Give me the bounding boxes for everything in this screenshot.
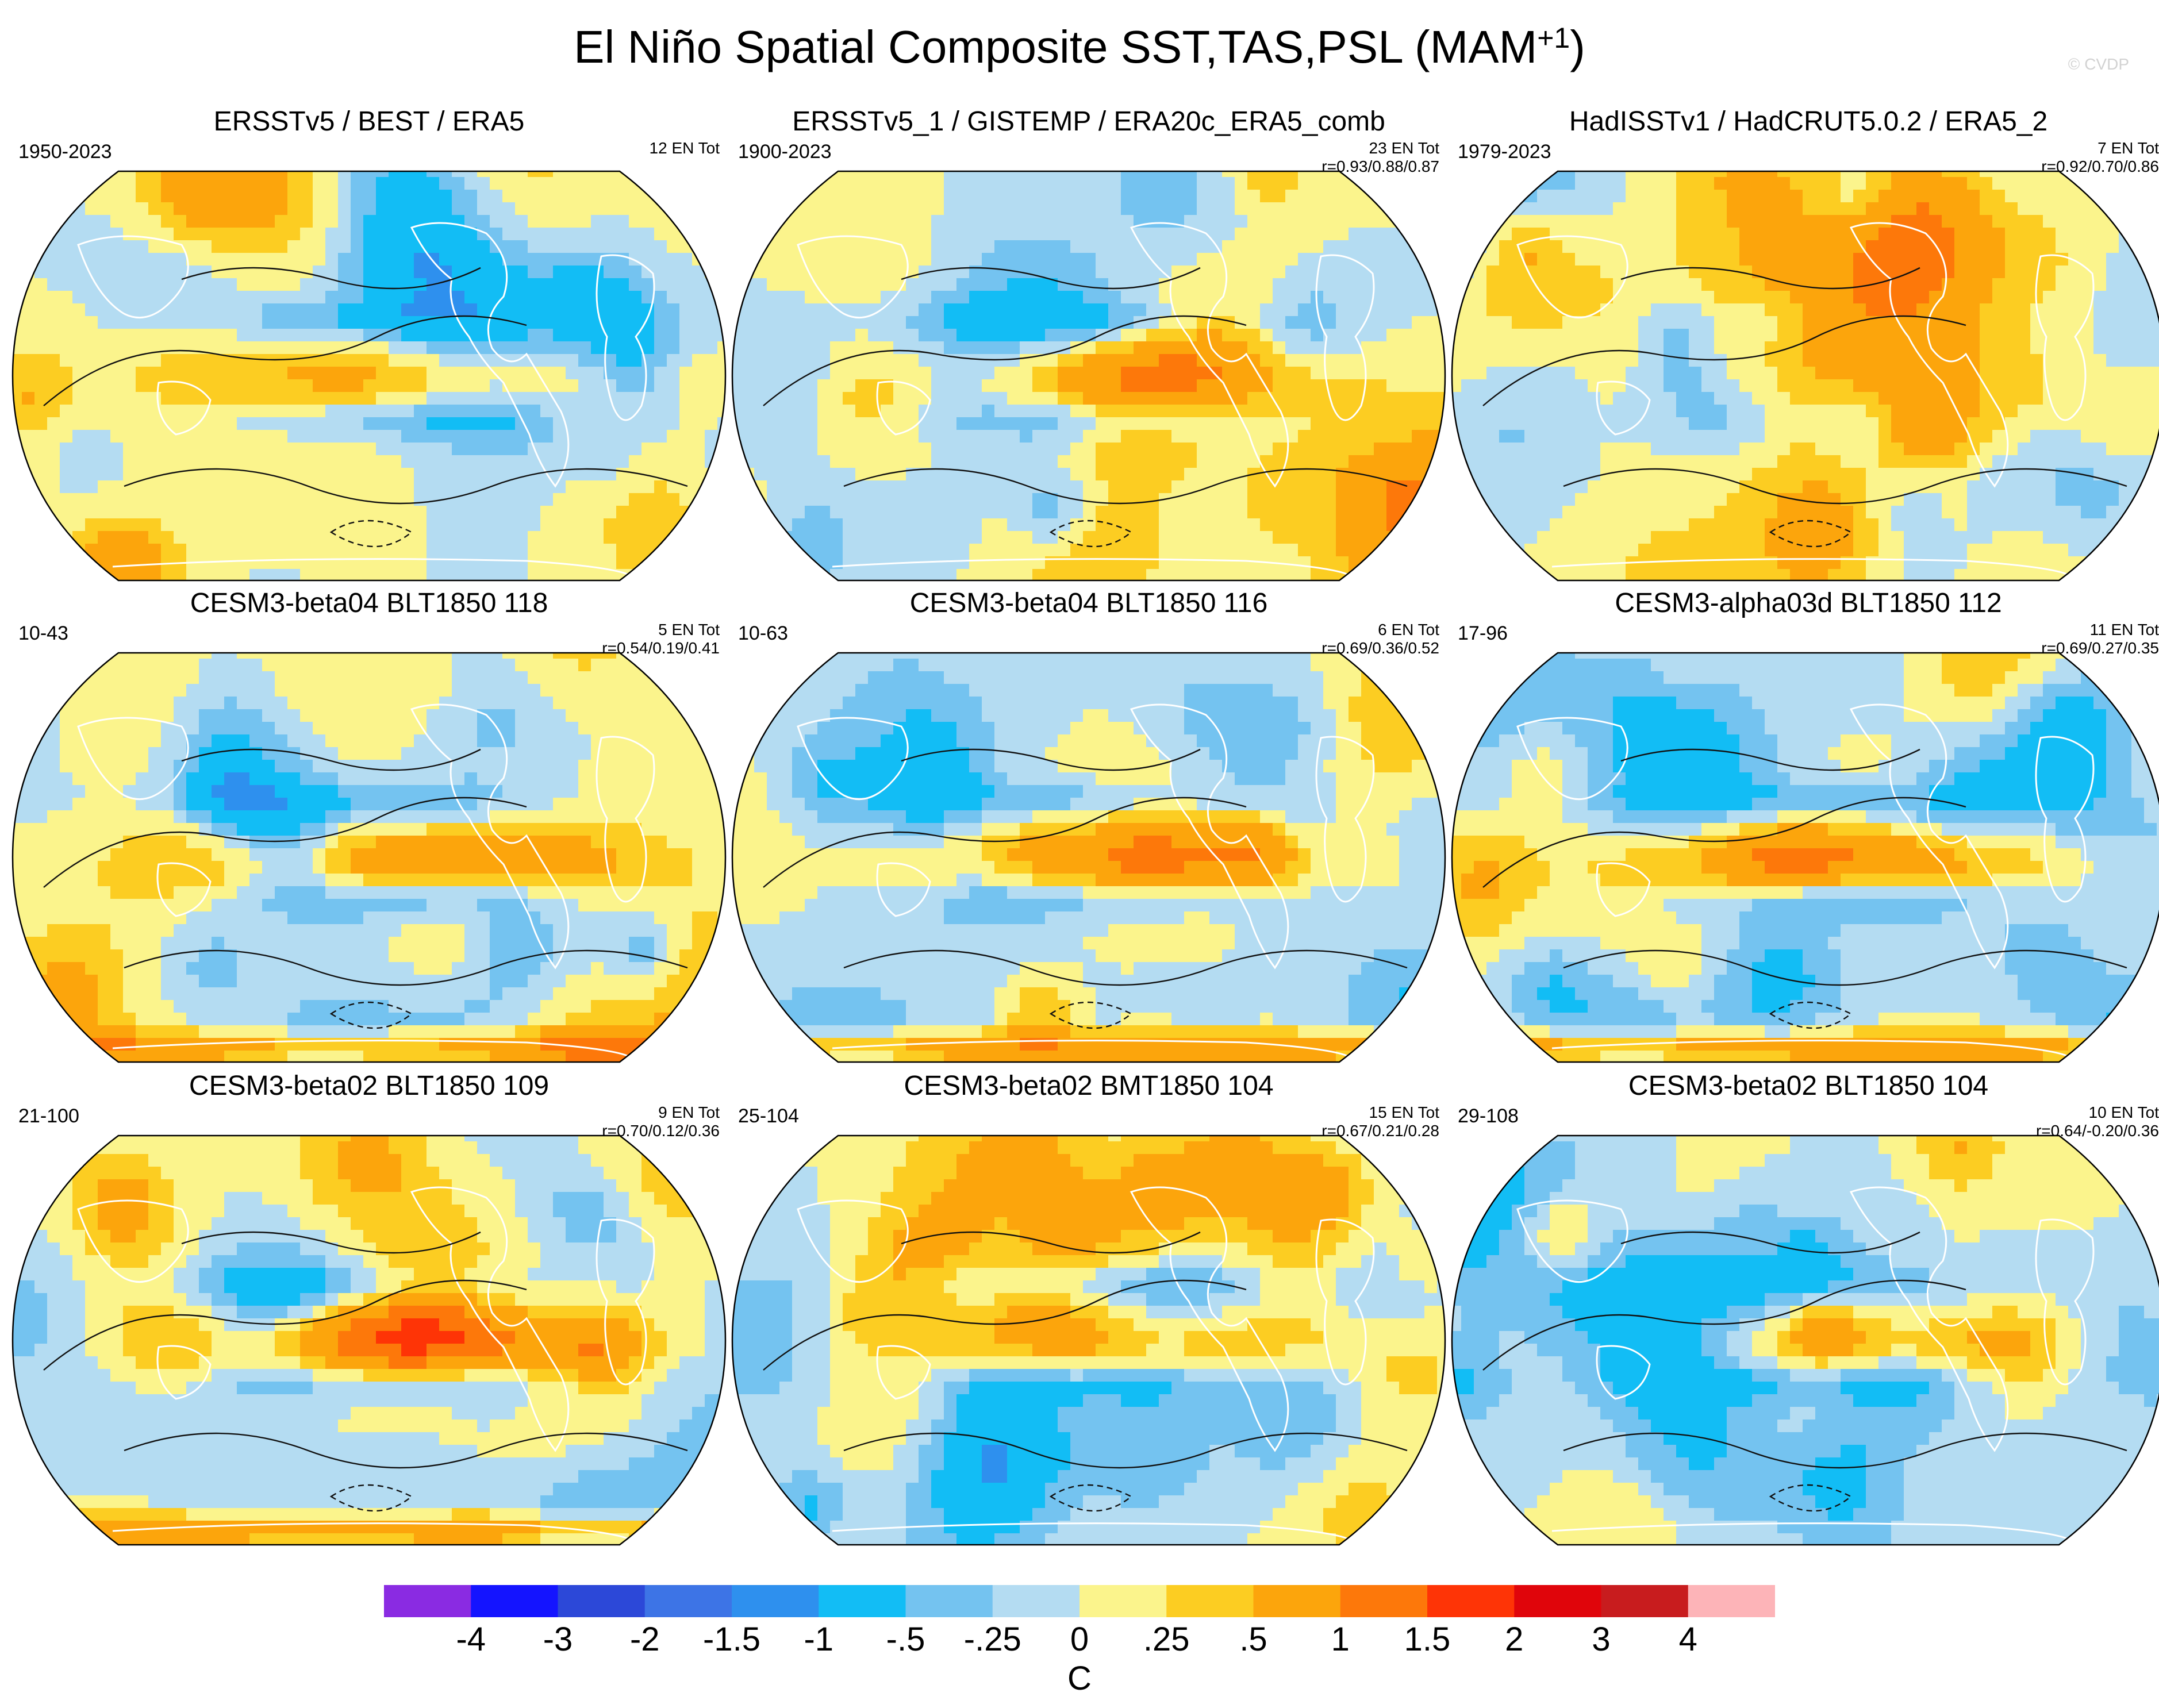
panel-title: CESM3-beta02 BMT1850 104	[904, 1071, 1274, 1101]
map-panel: HadISSTv1 / HadCRUT5.0.2 / ERA5_2 1979-20…	[1449, 105, 2159, 587]
map-panel: CESM3-alpha03d BLT1850 112 17-96 11 EN Tot…	[1449, 586, 2159, 1069]
panel-en-count: 11 EN Tot	[2089, 621, 2159, 638]
colorbar-swatch	[819, 1585, 906, 1617]
panel-title: CESM3-alpha03d BLT1850 112	[1615, 588, 2002, 618]
global-anomaly-map	[1449, 164, 2159, 587]
global-anomaly-map	[9, 164, 729, 587]
panel-years: 25-104	[738, 1105, 799, 1127]
panel-en-count: 5 EN Tot	[658, 621, 720, 638]
cvdp-watermark: © CVDP	[2068, 55, 2129, 73]
map-panel: ERSSTv5 / BEST / ERA5 1950-2023 12 EN Tot	[9, 105, 729, 587]
colorbar-swatch	[1166, 1585, 1254, 1617]
colorbar-tick-label: -3	[543, 1621, 573, 1658]
robinson-map	[1451, 170, 2159, 582]
colorbar-swatch	[1601, 1585, 1689, 1617]
colorbar-swatch	[1514, 1585, 1601, 1617]
panel-en-count: 10 EN Tot	[2088, 1103, 2159, 1121]
colorbar	[384, 1585, 1775, 1617]
panel-title: CESM3-beta02 BLT1850 104	[1628, 1071, 1989, 1101]
panel-event-stats: 12 EN Tot	[650, 139, 720, 157]
colorbar-tick-label: -.5	[886, 1621, 925, 1658]
panel-title: CESM3-beta02 BLT1850 109	[189, 1071, 550, 1101]
colorbar-tick-label: -4	[456, 1621, 486, 1658]
panel-years: 10-63	[738, 622, 788, 644]
colorbar-tick-label: 1	[1331, 1621, 1350, 1658]
panel-title: ERSSTv5_1 / GISTEMP / ERA20c_ERA5_comb	[792, 106, 1385, 137]
panel-years: 1900-2023	[738, 141, 832, 163]
panel-years: 10-43	[18, 622, 68, 644]
colorbar-swatch	[1253, 1585, 1341, 1617]
colorbar-tick-label: -2	[629, 1621, 660, 1658]
colorbar-unit: C	[1067, 1660, 1092, 1697]
colorbar-swatch	[1427, 1585, 1515, 1617]
global-anomaly-map	[729, 164, 1449, 587]
global-anomaly-map	[9, 646, 729, 1069]
colorbar-swatch	[644, 1585, 732, 1617]
robinson-map	[731, 170, 1446, 582]
main-title-close: )	[1570, 21, 1585, 72]
colorbar-tick-label: 1.5	[1404, 1621, 1451, 1658]
global-anomaly-map	[1449, 1129, 2159, 1552]
colorbar-swatch	[1080, 1585, 1167, 1617]
colorbar-swatch	[992, 1585, 1080, 1617]
colorbar-tick-label: .5	[1239, 1621, 1267, 1658]
colorbar-tick-label: 3	[1592, 1621, 1611, 1658]
global-anomaly-map	[1449, 646, 2159, 1069]
panel-years: 29-108	[1458, 1105, 1519, 1127]
panel-en-count: 9 EN Tot	[658, 1103, 720, 1121]
panel-title: CESM3-beta04 BLT1850 118	[190, 588, 548, 618]
panel-years: 21-100	[18, 1105, 79, 1127]
panel-years: 1979-2023	[1458, 141, 1551, 163]
robinson-map	[11, 1134, 727, 1546]
colorbar-tick-label: 0	[1070, 1621, 1089, 1658]
colorbar-swatch	[1688, 1585, 1775, 1617]
robinson-map	[731, 1134, 1446, 1546]
colorbar-tick-label: -1.5	[703, 1621, 760, 1658]
colorbar-tick-label: -1	[804, 1621, 834, 1658]
panel-event-stats: 23 EN Tot r=0.93/0.88/0.87	[1321, 139, 1439, 176]
panel-years: 17-96	[1458, 622, 1508, 644]
colorbar-tick-label: .25	[1143, 1621, 1190, 1658]
map-panel: CESM3-beta04 BLT1850 118 10-43 5 EN Tot r=0…	[9, 586, 729, 1069]
main-title-superscript: +1	[1537, 22, 1570, 54]
panel-event-stats: 10 EN Tot r=0.64/-0.20/0.36	[2036, 1103, 2159, 1140]
map-panel: CESM3-beta02 BLT1850 104 29-108 10 EN Tot r…	[1449, 1069, 2159, 1552]
map-panel: CESM3-beta02 BLT1850 109 21-100 9 EN Tot r=…	[9, 1069, 729, 1552]
colorbar-swatch	[558, 1585, 646, 1617]
panel-en-count: 6 EN Tot	[1378, 621, 1439, 638]
colorbar-tick-label: 2	[1505, 1621, 1524, 1658]
panel-en-count: 15 EN Tot	[1369, 1103, 1439, 1121]
panel-en-count: 7 EN Tot	[2097, 139, 2159, 157]
global-anomaly-map	[729, 1129, 1449, 1552]
panel-title: HadISSTv1 / HadCRUT5.0.2 / ERA5_2	[1569, 106, 2048, 137]
robinson-map	[11, 652, 727, 1063]
map-panel: CESM3-beta04 BLT1850 116 10-63 6 EN Tot r=0…	[729, 586, 1449, 1069]
robinson-map	[1451, 1134, 2159, 1546]
robinson-map	[1451, 652, 2159, 1063]
map-panel: CESM3-beta02 BMT1850 104 25-104 15 EN Tot r…	[729, 1069, 1449, 1552]
map-panel: ERSSTv5_1 / GISTEMP / ERA20c_ERA5_comb 19…	[729, 105, 1449, 587]
global-anomaly-map	[729, 646, 1449, 1069]
robinson-map	[731, 652, 1446, 1063]
main-title: El Niño Spatial Composite SST,TAS,PSL (M…	[0, 20, 2159, 75]
panel-years: 1950-2023	[18, 141, 112, 163]
panel-en-count: 12 EN Tot	[649, 139, 720, 157]
global-anomaly-map	[9, 1129, 729, 1552]
colorbar-swatch	[732, 1585, 819, 1617]
colorbar-swatch	[384, 1585, 471, 1617]
panel-title: CESM3-beta04 BLT1850 116	[909, 588, 1268, 618]
panel-en-count: 23 EN Tot	[1369, 139, 1439, 157]
colorbar-swatch	[471, 1585, 558, 1617]
colorbar-tick-label: 4	[1678, 1621, 1697, 1658]
colorbar-swatches	[384, 1585, 1775, 1617]
robinson-map	[11, 170, 727, 582]
colorbar-tick-label: -.25	[963, 1621, 1021, 1658]
colorbar-swatch	[905, 1585, 993, 1617]
panel-title: ERSSTv5 / BEST / ERA5	[213, 106, 525, 137]
colorbar-swatch	[1340, 1585, 1428, 1617]
main-title-text: El Niño Spatial Composite SST,TAS,PSL (M…	[574, 21, 1538, 72]
